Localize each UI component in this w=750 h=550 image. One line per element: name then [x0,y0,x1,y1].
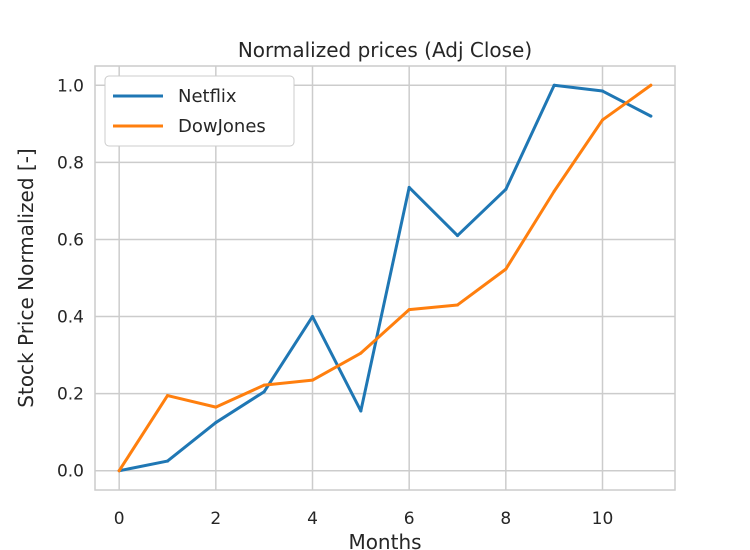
series-layer [117,83,653,473]
x-tick-label: 10 [592,509,614,529]
data-point-dowjones [311,378,314,382]
data-point-netflix [166,459,169,463]
data-point-dowjones [504,267,508,271]
data-point-dowjones [552,189,556,193]
y-tick-label: 0.4 [57,308,84,328]
x-tick-label: 2 [210,509,221,529]
data-point-netflix [407,185,411,189]
y-axis-label: Stock Price Normalized [-] [14,148,38,407]
x-tick-label: 4 [307,509,318,529]
legend-box [104,75,295,147]
legend-label-dowjones: DowJones [178,116,266,137]
legend-label-netflix: Netflix [178,86,237,107]
data-point-dowjones [359,351,363,355]
data-point-dowjones [262,383,266,387]
data-point-dowjones [456,303,459,307]
grid-lines [95,66,675,490]
plot-area-frame [94,65,676,491]
data-point-dowjones [214,405,218,409]
data-point-netflix [456,234,459,238]
chart-title: Normalized prices (Adj Close) [238,38,532,62]
series-line-dowjones [117,83,653,473]
data-point-netflix [552,83,556,87]
data-point-netflix [504,187,508,191]
data-point-dowjones [601,118,604,122]
y-tick-label: 0.6 [57,230,84,250]
y-tick-label: 0.8 [57,153,84,173]
data-point-dowjones [649,83,653,87]
y-tick-label: 0.0 [57,462,84,482]
x-tick-label: 8 [500,509,511,529]
data-point-netflix [649,114,653,118]
data-point-dowjones [166,394,169,398]
data-point-netflix [262,390,266,394]
legend: Netflix DowJones [104,75,295,147]
y-tick-label: 1.0 [57,76,84,96]
data-point-dowjones [117,469,121,473]
x-tick-label: 6 [404,509,415,529]
y-tick-labels: 0.0 0.2 0.4 0.6 0.8 1.0 [57,76,84,481]
data-point-netflix [214,421,218,425]
data-point-netflix [359,409,363,413]
y-tick-label: 0.2 [57,385,84,405]
data-point-netflix [601,89,604,93]
x-axis-label: Months [348,530,421,550]
data-point-dowjones [407,308,411,312]
x-tick-labels: 0 2 4 6 8 10 [114,509,614,529]
x-tick-label: 0 [114,509,125,529]
series-line-netflix [117,83,653,473]
data-point-netflix [311,315,314,319]
